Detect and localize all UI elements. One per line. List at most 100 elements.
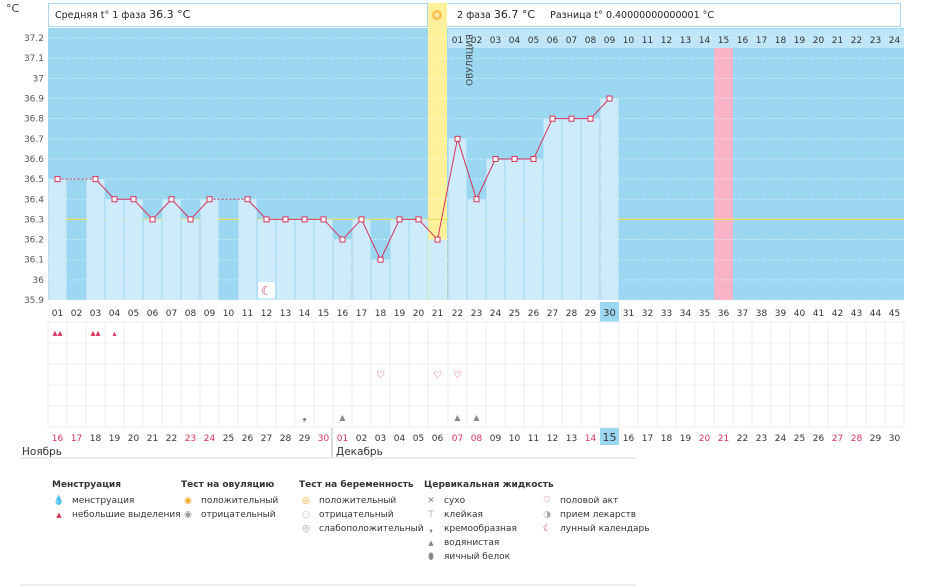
temperature-bar <box>562 118 581 301</box>
post-ovulation-day-label: 14 <box>699 36 711 46</box>
date-label: 01 <box>337 434 348 444</box>
cycle-day-label: 29 <box>585 309 597 319</box>
temperature-segment <box>361 219 381 260</box>
diff-label: Разница t° <box>550 10 603 21</box>
date-label: 18 <box>90 434 102 444</box>
temperature-point <box>54 176 61 183</box>
post-ovulation-day-label: 09 <box>604 36 616 46</box>
cycle-day-label: 25 <box>509 309 520 319</box>
legend-ovulation-title: Тест на овуляцию <box>181 480 275 490</box>
legend-cervical-item: клейкая <box>444 510 483 520</box>
cycle-day-label: 04 <box>109 309 121 319</box>
temperature-bar <box>524 158 543 300</box>
cycle-day-label: 42 <box>832 309 843 319</box>
temperature-point <box>149 216 156 223</box>
temperature-bar <box>86 179 105 300</box>
post-ovulation-day-label: 18 <box>775 36 787 46</box>
temperature-bar <box>181 219 200 300</box>
temperature-bar <box>257 219 276 300</box>
legend-ovulation-test: Тест на овуляцию ◉ положительный ◉ отрицат… <box>181 480 278 522</box>
post-ovulation-day-label: 01 <box>452 36 463 46</box>
date-label: 28 <box>851 434 863 444</box>
cycle-day-label: 07 <box>166 309 177 319</box>
pill-icon: ◑ <box>543 510 551 520</box>
temperature-bar <box>105 199 124 300</box>
cycle-day-label: 33 <box>661 309 672 319</box>
temperature-bar <box>295 219 314 300</box>
creamy-icon: ❟ <box>302 410 306 423</box>
temperature-point <box>206 196 213 203</box>
temperature-bar <box>486 158 505 300</box>
ovulation-column <box>428 3 447 300</box>
intercourse-cell <box>449 365 466 384</box>
temperature-bar <box>467 199 486 300</box>
temperature-point <box>454 135 461 142</box>
date-label: 29 <box>870 434 882 444</box>
cycle-day-label: 30 <box>603 308 616 319</box>
date-label: 16 <box>623 434 635 444</box>
temperature-point <box>339 236 346 243</box>
cycle-day-label: 43 <box>851 309 862 319</box>
cycle-day-label: 06 <box>147 309 159 319</box>
temperature-point <box>320 216 327 223</box>
y-tick-label: 36.9 <box>24 95 44 105</box>
cycle-day-label: 28 <box>566 309 578 319</box>
temperature-segment <box>171 198 191 220</box>
phase1-label: Средняя t° 1 фаза <box>55 10 147 21</box>
cycle-day-label: 27 <box>547 309 558 319</box>
temperature-point <box>282 216 289 223</box>
y-tick-label: 37 <box>33 74 44 84</box>
temperature-point <box>549 115 556 122</box>
watery-icon: ▲ <box>454 413 461 422</box>
date-label: 10 <box>509 434 521 444</box>
date-label: 03 <box>375 434 386 444</box>
heart-icon: ♡ <box>376 370 385 381</box>
unit-label: °C <box>6 2 20 15</box>
cycle-day-label: 22 <box>452 309 463 319</box>
ovulation-positive-icon: ◉ <box>184 496 192 506</box>
legend-ovulation-item: отрицательный <box>201 510 276 520</box>
date-label: 23 <box>756 434 767 444</box>
phase2-value: 36.7 °C <box>493 8 536 21</box>
date-label: 06 <box>432 434 444 444</box>
legend-other-item: прием лекарств <box>560 510 637 520</box>
cycle-day-label: 20 <box>413 309 425 319</box>
temperature-point <box>244 196 251 203</box>
temperature-point <box>434 236 441 243</box>
pregnancy-weak-icon: ◎ <box>302 524 310 534</box>
cycle-day-label: 10 <box>223 309 235 319</box>
phase2-label: 2 фаза <box>457 10 491 21</box>
ovulation-label: ОВУЛЯЦИЯ <box>466 34 476 86</box>
cycle-day-label: 32 <box>642 309 653 319</box>
egg-white-icon: ⬮ <box>428 552 434 562</box>
y-tick-label: 36 <box>33 276 45 286</box>
post-ovulation-day-label: 06 <box>547 36 559 46</box>
sticky-icon: ⊤ <box>427 510 435 520</box>
menstruation-icon: ▴▴ <box>52 328 62 339</box>
temperature-bar <box>581 118 600 301</box>
cycle-day-label: 26 <box>528 309 540 319</box>
temperature-bar <box>448 138 467 300</box>
temperature-segment <box>533 118 553 160</box>
intercourse-cell <box>372 365 389 384</box>
cycle-day-label: 45 <box>889 309 900 319</box>
temperature-bar <box>333 239 352 300</box>
date-label: 21 <box>147 434 158 444</box>
cycle-day-label: 36 <box>718 309 730 319</box>
date-label: 16 <box>52 434 64 444</box>
cycle-day-label: 16 <box>337 309 349 319</box>
post-ovulation-day-label: 22 <box>851 36 862 46</box>
temperature-bar <box>352 219 371 300</box>
legend-pregnancy-item: положительный <box>319 496 397 506</box>
cycle-day-label: 19 <box>394 309 406 319</box>
temperature-segment <box>247 198 267 220</box>
cycle-day-label: 18 <box>375 309 387 319</box>
legend-cervical-title: Цервикальная жидкость <box>424 480 554 490</box>
temperature-segment <box>590 98 610 120</box>
cycle-day-label: 11 <box>242 309 253 319</box>
date-label: 20 <box>699 434 711 444</box>
moon-icon: ☾ <box>542 524 552 534</box>
post-ovulation-day-label: 20 <box>813 36 825 46</box>
temperature-point <box>568 115 575 122</box>
